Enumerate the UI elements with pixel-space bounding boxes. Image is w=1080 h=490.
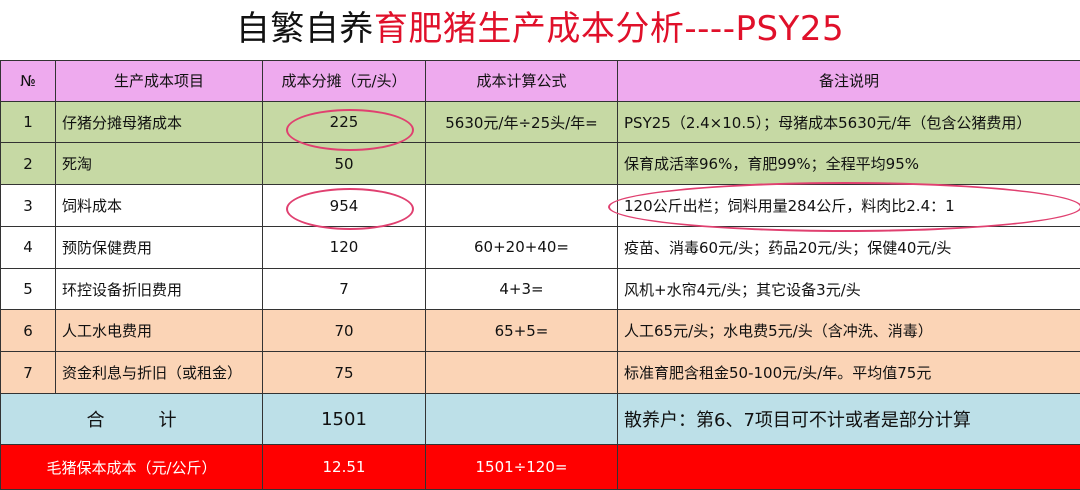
breakeven-formula: 1501÷120= [425, 444, 618, 490]
total-formula [425, 392, 618, 446]
total-label: 合 计 [0, 392, 263, 446]
header-item: 生产成本项目 [55, 60, 263, 102]
row-no: 6 [0, 309, 56, 353]
header-row: № 生产成本项目 成本分摊（元/头） 成本计算公式 备注说明 [0, 60, 1080, 102]
row-no: 5 [0, 267, 56, 311]
breakeven-cost: 12.51 [262, 444, 426, 490]
total-cost: 1501 [262, 392, 426, 446]
table-row: 6 人工水电费用 70 65+5= 人工65元/头；水电费5元/头（含冲洗、消毒… [0, 309, 1080, 353]
row-formula: 5630元/年÷25头/年= [425, 100, 618, 144]
row-item: 饲料成本 [55, 184, 263, 227]
table-row: 5 环控设备折旧费用 7 4+3= 风机+水帘4元/头；其它设备3元/头 [0, 267, 1080, 311]
breakeven-note [617, 444, 1080, 490]
page-title: 自繁自养育肥猪生产成本分析----PSY25 [0, 0, 1080, 58]
row-cost: 225 [262, 100, 426, 144]
row-note: 保育成活率96%，育肥99%；全程平均95% [617, 142, 1080, 186]
row-cost: 954 [262, 184, 426, 227]
row-no: 3 [0, 184, 56, 227]
row-item: 死淘 [55, 142, 263, 186]
table-row: 3 饲料成本 954 120公斤出栏；饲料用量284公斤，料肉比2.4：1 [0, 184, 1080, 227]
row-formula [425, 351, 618, 394]
row-note: 120公斤出栏；饲料用量284公斤，料肉比2.4：1 [617, 184, 1080, 227]
row-no: 7 [0, 351, 56, 394]
table-row: 1 仔猪分摊母猪成本 225 5630元/年÷25头/年= PSY25（2.4×… [0, 100, 1080, 144]
header-formula: 成本计算公式 [425, 60, 618, 102]
row-note: 风机+水帘4元/头；其它设备3元/头 [617, 267, 1080, 311]
cost-table: № 生产成本项目 成本分摊（元/头） 成本计算公式 备注说明 1 仔猪分摊母猪成… [0, 60, 1080, 490]
row-no: 4 [0, 225, 56, 269]
row-formula [425, 184, 618, 227]
row-no: 1 [0, 100, 56, 144]
row-item: 预防保健费用 [55, 225, 263, 269]
row-note: 标准育肥含租金50-100元/头/年。平均值75元 [617, 351, 1080, 394]
row-formula: 65+5= [425, 309, 618, 353]
row-cost: 70 [262, 309, 426, 353]
row-formula [425, 142, 618, 186]
row-formula: 4+3= [425, 267, 618, 311]
total-note: 散养户：第6、7项目可不计或者是部分计算 [617, 392, 1080, 446]
breakeven-label: 毛猪保本成本（元/公斤） [0, 444, 263, 490]
row-item: 资金利息与折旧（或租金） [55, 351, 263, 394]
table-row: 4 预防保健费用 120 60+20+40= 疫苗、消毒60元/头；药品20元/… [0, 225, 1080, 269]
header-cost: 成本分摊（元/头） [262, 60, 426, 102]
breakeven-row: 毛猪保本成本（元/公斤） 12.51 1501÷120= [0, 444, 1080, 490]
row-formula: 60+20+40= [425, 225, 618, 269]
row-cost: 50 [262, 142, 426, 186]
row-cost: 120 [262, 225, 426, 269]
row-item: 环控设备折旧费用 [55, 267, 263, 311]
row-note: 人工65元/头；水电费5元/头（含冲洗、消毒） [617, 309, 1080, 353]
row-cost: 75 [262, 351, 426, 394]
row-no: 2 [0, 142, 56, 186]
row-item: 仔猪分摊母猪成本 [55, 100, 263, 144]
row-note: PSY25（2.4×10.5）；母猪成本5630元/年（包含公猪费用） [617, 100, 1080, 144]
row-item: 人工水电费用 [55, 309, 263, 353]
header-no: № [0, 60, 56, 102]
row-note: 疫苗、消毒60元/头；药品20元/头；保健40元/头 [617, 225, 1080, 269]
table-row: 7 资金利息与折旧（或租金） 75 标准育肥含租金50-100元/头/年。平均值… [0, 351, 1080, 394]
title-part-red: 育肥猪生产成本分析----PSY25 [373, 9, 845, 49]
total-row: 合 计 1501 散养户：第6、7项目可不计或者是部分计算 [0, 392, 1080, 446]
table-row: 2 死淘 50 保育成活率96%，育肥99%；全程平均95% [0, 142, 1080, 186]
title-part-black: 自繁自养 [235, 9, 374, 49]
header-note: 备注说明 [617, 60, 1080, 102]
row-cost: 7 [262, 267, 426, 311]
